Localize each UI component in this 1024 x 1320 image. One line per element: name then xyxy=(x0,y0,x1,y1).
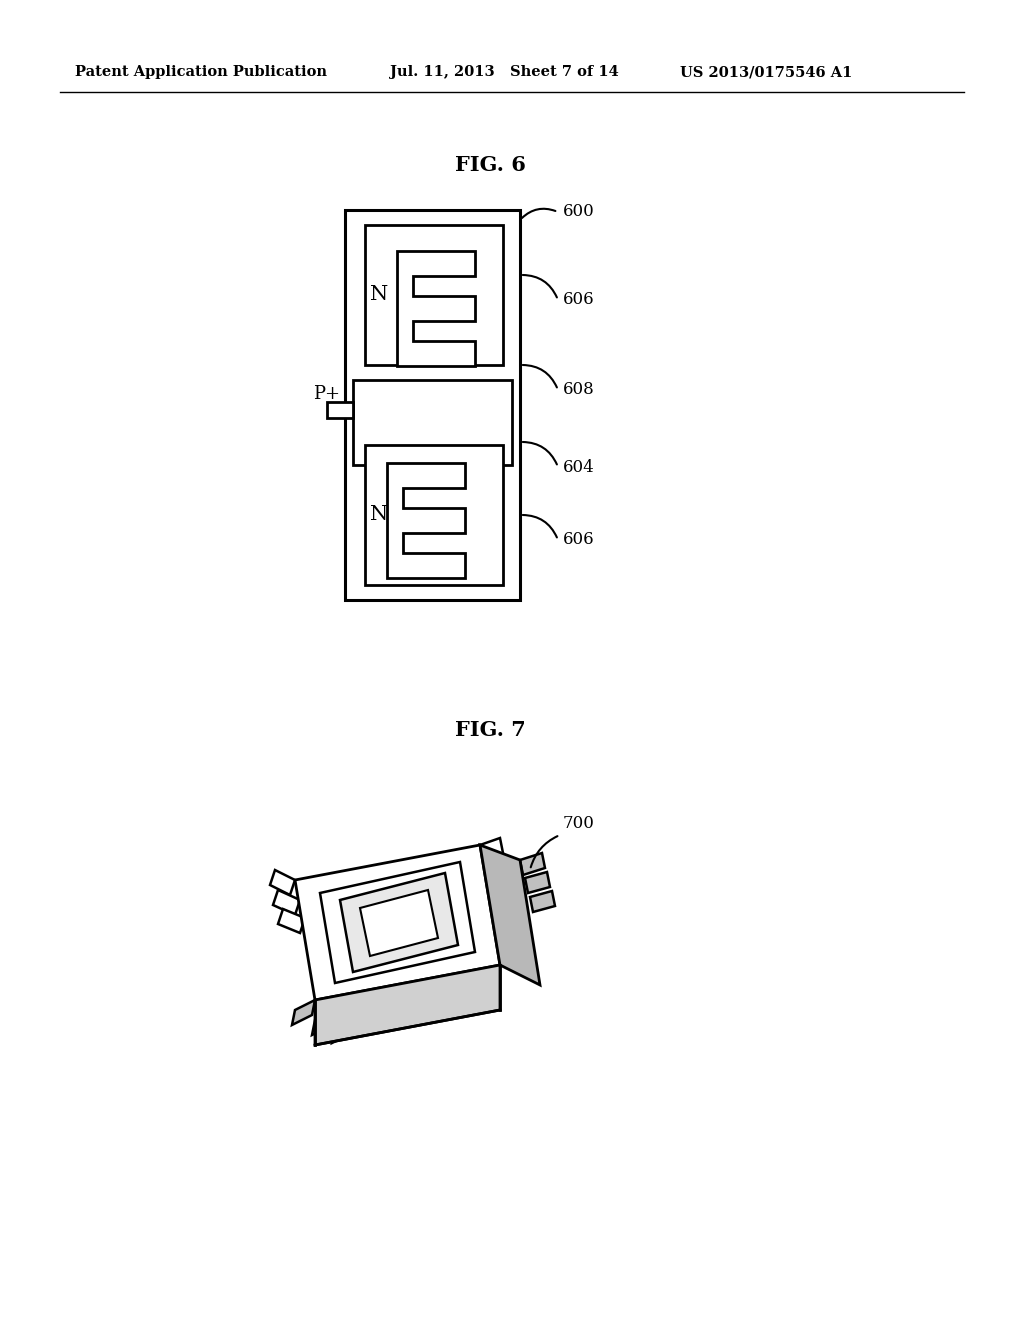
Polygon shape xyxy=(480,845,540,985)
Text: 608: 608 xyxy=(563,381,595,399)
Text: Jul. 11, 2013   Sheet 7 of 14: Jul. 11, 2013 Sheet 7 of 14 xyxy=(390,65,618,79)
Polygon shape xyxy=(332,1018,355,1043)
Text: FIG. 7: FIG. 7 xyxy=(455,719,525,741)
Polygon shape xyxy=(312,1010,335,1035)
Text: 700: 700 xyxy=(563,814,595,832)
Polygon shape xyxy=(270,870,295,895)
Polygon shape xyxy=(530,891,555,912)
Text: FIG. 6: FIG. 6 xyxy=(455,154,525,176)
Polygon shape xyxy=(490,875,513,898)
Polygon shape xyxy=(278,909,305,933)
Polygon shape xyxy=(525,873,550,894)
Polygon shape xyxy=(485,855,508,879)
Bar xyxy=(345,210,520,601)
Polygon shape xyxy=(319,862,475,983)
Polygon shape xyxy=(315,965,500,1045)
Bar xyxy=(353,380,512,465)
Text: 606: 606 xyxy=(563,532,595,549)
Text: 604: 604 xyxy=(563,458,595,475)
Polygon shape xyxy=(387,463,465,578)
Text: US 2013/0175546 A1: US 2013/0175546 A1 xyxy=(680,65,852,79)
Polygon shape xyxy=(480,838,503,861)
Text: Patent Application Publication: Patent Application Publication xyxy=(75,65,327,79)
Bar xyxy=(365,445,503,585)
Polygon shape xyxy=(520,853,545,875)
Polygon shape xyxy=(340,873,458,972)
Bar xyxy=(365,224,503,366)
Polygon shape xyxy=(397,251,475,366)
Text: N: N xyxy=(370,285,388,305)
Polygon shape xyxy=(360,890,438,956)
Polygon shape xyxy=(295,845,500,1001)
Text: 600: 600 xyxy=(563,203,595,220)
Polygon shape xyxy=(273,890,300,915)
Text: N: N xyxy=(370,506,388,524)
Bar xyxy=(327,403,353,418)
Polygon shape xyxy=(292,1001,315,1026)
Text: 606: 606 xyxy=(563,292,595,309)
Text: P+: P+ xyxy=(313,385,340,403)
